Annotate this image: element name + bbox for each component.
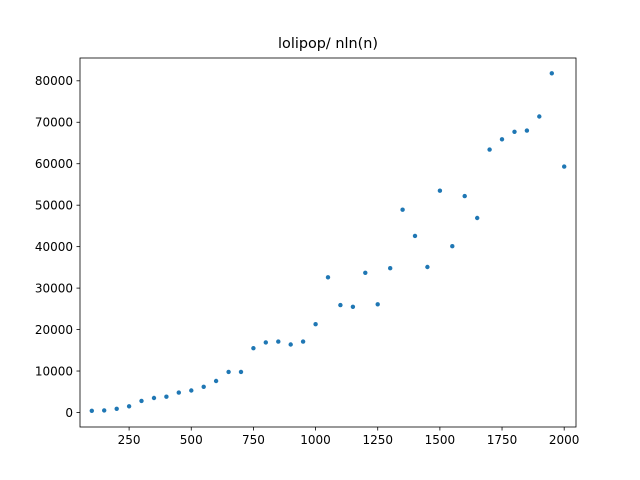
x-tick-label: 1750 <box>487 433 518 447</box>
data-point <box>350 304 356 309</box>
data-point <box>89 408 95 413</box>
chart-title: lolipop/ nln(n) <box>278 36 378 52</box>
data-point <box>226 369 231 375</box>
data-point <box>425 264 430 270</box>
data-point <box>313 322 318 327</box>
y-tick-label: 50000 <box>35 198 73 212</box>
data-point <box>164 394 169 399</box>
x-tick-label: 1000 <box>300 433 331 447</box>
data-point <box>126 404 132 409</box>
data-point <box>251 346 256 351</box>
data-point <box>475 215 480 221</box>
data-point <box>462 193 467 199</box>
x-tick-label: 750 <box>242 433 265 447</box>
data-point <box>114 406 119 411</box>
data-point <box>388 266 393 271</box>
data-point <box>325 275 331 280</box>
y-tick-label: 30000 <box>35 281 73 295</box>
data-point <box>450 244 455 249</box>
data-point <box>263 340 268 345</box>
x-tick-label: 1500 <box>425 433 456 447</box>
data-point <box>562 164 567 169</box>
data-point <box>524 128 530 133</box>
data-point <box>176 390 181 395</box>
plot-area-frame <box>79 57 577 428</box>
y-tick-label: 70000 <box>35 116 73 130</box>
x-tick-label: 2000 <box>549 433 580 447</box>
data-point <box>213 378 219 384</box>
data-point <box>102 408 107 413</box>
x-tick-label: 500 <box>180 433 203 447</box>
data-point <box>549 71 554 76</box>
data-point <box>487 147 492 152</box>
data-point <box>499 137 505 142</box>
data-point <box>189 388 194 393</box>
data-point <box>537 114 542 119</box>
data-point <box>412 233 418 239</box>
data-point <box>201 384 206 389</box>
y-tick-label: 60000 <box>35 157 73 171</box>
x-axis: 250 500 750 1000 1250 1500 1750 2000 <box>118 427 580 447</box>
data-point <box>512 129 517 134</box>
y-tick-label: 0 <box>65 406 73 420</box>
data-point <box>300 339 306 344</box>
data-point <box>338 302 343 308</box>
data-point <box>363 270 368 275</box>
x-tick-label: 250 <box>118 433 141 447</box>
data-point <box>437 188 443 193</box>
y-tick-label: 20000 <box>35 323 73 337</box>
x-tick-label: 1250 <box>362 433 393 447</box>
data-point <box>288 342 293 347</box>
data-point <box>238 369 244 375</box>
y-tick-label: 40000 <box>35 240 73 254</box>
data-point <box>276 339 281 344</box>
y-tick-label: 80000 <box>35 74 73 88</box>
y-axis: 0 10000 20000 30000 40000 50000 60000 70000 8000… <box>35 74 80 420</box>
data-point <box>400 207 405 212</box>
data-point <box>139 398 144 404</box>
data-point <box>375 302 380 307</box>
data-points <box>89 71 567 413</box>
data-point <box>151 395 157 401</box>
y-tick-label: 10000 <box>35 364 73 378</box>
